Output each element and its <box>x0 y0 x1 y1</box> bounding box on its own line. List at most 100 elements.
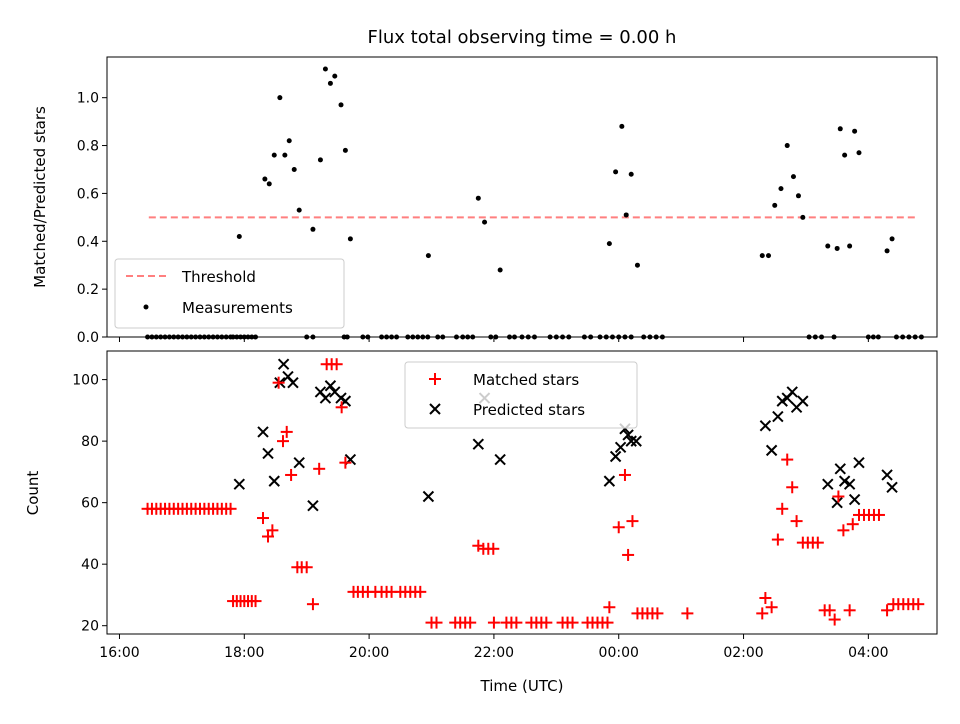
predicted-star-point <box>831 496 843 509</box>
measurement-point <box>475 195 481 201</box>
predicted-star-point <box>257 426 269 438</box>
matched-star-point <box>837 524 850 537</box>
matched-star-point <box>823 604 836 617</box>
top-y-axis-label: Matched/Predicted stars <box>31 106 49 288</box>
predicted-star-point <box>822 478 834 490</box>
top-legend-box <box>114 258 345 329</box>
predicted-star-point <box>472 438 485 450</box>
measurement-point <box>236 233 242 239</box>
predicted-star-point <box>625 435 637 447</box>
bottom-axes-frame <box>106 350 938 635</box>
measurement-point <box>310 226 316 232</box>
matched-star-point <box>224 502 237 515</box>
measurement-point <box>837 126 843 132</box>
predicted-star-point <box>622 429 634 441</box>
measurement-point <box>606 241 612 247</box>
predicted-star-point <box>287 376 299 389</box>
predicted-star-point <box>307 500 319 512</box>
predicted-star-point <box>262 447 274 460</box>
predicted-star-point <box>843 478 856 490</box>
top-y-tick-label: 1.0 <box>77 91 99 107</box>
matched-star-point <box>651 607 664 620</box>
x-tick-label: 02:00 <box>723 645 763 661</box>
matched-star-point <box>790 515 803 528</box>
predicted-star-point <box>786 386 798 398</box>
predicted-star-point <box>422 490 435 503</box>
measurement-point <box>772 202 778 208</box>
predicted-star-point <box>853 456 865 469</box>
bottom-y-tick-label: 20 <box>81 619 99 635</box>
measurement-point <box>784 143 790 149</box>
measurement-point <box>282 152 288 158</box>
predicted-star-point <box>886 481 898 493</box>
predicted-star-point <box>494 453 506 466</box>
measurement-point <box>262 176 268 182</box>
matched-star-point <box>626 515 639 528</box>
top-y-tick-label: 0.8 <box>77 139 99 155</box>
bottom-y-tick-label: 60 <box>81 496 99 512</box>
predicted-star-point <box>319 392 332 404</box>
measurement-point <box>619 123 625 129</box>
matched-star-point <box>781 453 794 466</box>
predicted-star-point <box>268 475 280 487</box>
matched-star-point <box>566 616 579 629</box>
top-axes-frame <box>106 56 938 338</box>
predicted-star-point <box>772 410 784 423</box>
matched-star-point <box>306 598 319 611</box>
predicted-star-point <box>324 380 337 392</box>
predicted-legend-swatch <box>429 403 441 415</box>
matched-star-point <box>846 518 859 531</box>
matched-star-point <box>430 616 443 629</box>
matched-star-point <box>622 548 635 561</box>
measurement-point <box>778 186 784 192</box>
x-tick-label: 04:00 <box>848 645 888 661</box>
measurement-point <box>856 150 862 156</box>
predicted-star-point <box>630 435 642 447</box>
predicted-star-point <box>834 463 846 475</box>
top-y-tick-label: 0.4 <box>77 234 99 250</box>
matched-star-point <box>765 601 778 614</box>
predicted-star-point <box>881 469 893 481</box>
bottom-panel: 20 40 60 80 100 16:00 18:00 20:00 22:00 00:00 02:… <box>24 350 938 695</box>
predicted-star-point <box>797 395 809 407</box>
matched-star-point <box>313 462 326 475</box>
measurement-point <box>332 73 338 79</box>
bottom-legend: Matched stars Predicted stars <box>404 361 638 429</box>
x-axis-label: Time (UTC) <box>480 677 564 695</box>
matched-star-point <box>603 601 616 614</box>
matched-star-point <box>276 435 289 448</box>
matched-star-point <box>828 613 841 626</box>
measurement-point <box>271 152 277 158</box>
measurement-point <box>628 171 634 177</box>
predicted-star-point <box>293 456 305 469</box>
matched-star-point <box>872 508 885 521</box>
measurement-point <box>266 181 272 187</box>
matched-star-point <box>272 376 285 389</box>
measurement-point <box>317 157 323 163</box>
matched-star-point <box>339 456 352 469</box>
bottom-legend-box <box>404 361 638 429</box>
matched-star-point <box>786 481 799 494</box>
x-tick-label: 22:00 <box>474 645 514 661</box>
measurement-point <box>884 248 890 254</box>
measurement-point <box>291 166 297 172</box>
matched-star-point <box>771 533 784 546</box>
threshold-legend-label: Threshold <box>181 268 256 286</box>
measurement-point <box>482 219 488 225</box>
matched-star-point <box>262 530 275 543</box>
predicted-star-point <box>759 420 772 432</box>
measurement-point <box>286 138 292 144</box>
matched-star-point <box>756 607 769 620</box>
matched-star-point <box>776 502 789 515</box>
matched-star-point <box>540 616 553 629</box>
matched-legend-swatch <box>429 373 441 385</box>
predicted-star-point <box>233 478 246 490</box>
top-y-tick-label: 0.6 <box>77 186 99 202</box>
measurement-point <box>613 169 619 175</box>
measurement-point <box>634 262 640 268</box>
x-tick-label: 20:00 <box>349 645 389 661</box>
measurement-point <box>790 174 796 180</box>
predicted-star-point <box>765 444 778 457</box>
matched-star-point <box>618 468 631 481</box>
